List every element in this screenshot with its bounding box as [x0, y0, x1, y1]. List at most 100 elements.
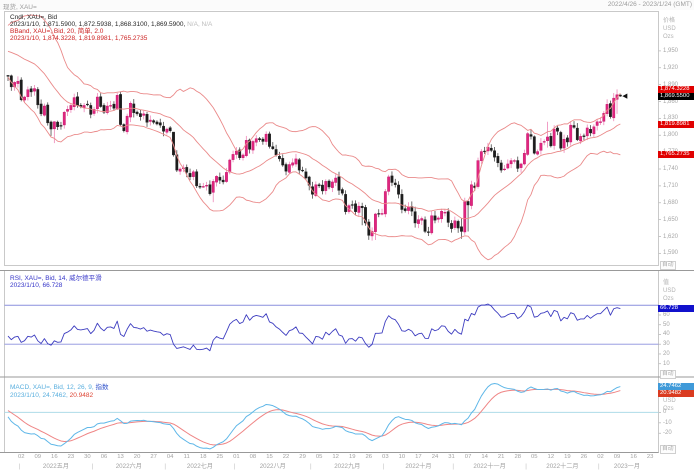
candle-down-body	[493, 150, 496, 158]
rsi-axis-title-0: 值	[663, 280, 670, 286]
macd-signal-value-box[interactable]: 20.9482	[658, 390, 694, 398]
macd-axis-autoscale-button[interactable]: 自动	[659, 445, 677, 454]
candle-down-body	[86, 103, 89, 106]
bband-middle-value-box[interactable]: 1,819.8981	[658, 120, 694, 128]
candle-up-body	[211, 181, 215, 193]
candle-up-body	[370, 231, 374, 237]
rsi-value-box[interactable]: 66.728	[658, 305, 694, 313]
x-axis-month-label: 2022六月	[115, 462, 142, 470]
x-axis-day-label: 09	[613, 454, 621, 461]
candle-up-body	[241, 154, 245, 158]
candle-down-body	[198, 186, 202, 188]
candle-down-body	[218, 176, 222, 181]
rsi-axis-tick-label: 50	[663, 321, 670, 328]
rsi-line	[7, 303, 621, 352]
candle-up-body	[291, 162, 295, 166]
candle-up-body	[129, 102, 132, 118]
legend-candle-title[interactable]: Cndl, XAU=, Bid	[10, 13, 58, 21]
x-axis-day-label: 14	[481, 454, 488, 461]
candle-up-body	[16, 81, 20, 84]
candle-down-body	[119, 94, 122, 125]
bband-lower-line	[7, 76, 621, 261]
legend-bband-values: 2023/1/10, 1,874.3228, 1,819.8981, 1,765…	[10, 34, 148, 42]
legend-macd-signal-value: 20.9482	[69, 391, 94, 399]
candle-up-body	[542, 141, 546, 143]
bband-upper-line	[7, 14, 621, 202]
legend-macd-type-link[interactable]: 指数	[95, 384, 109, 391]
candle-up-body	[453, 220, 457, 228]
x-axis-day-label: 26	[365, 454, 373, 461]
candle-up-body	[125, 115, 129, 133]
candle-down-body	[483, 150, 487, 153]
candle-down-body	[112, 103, 116, 109]
rsi-axis-autoscale-button[interactable]: 自动	[659, 370, 677, 380]
candle-up-body	[522, 153, 526, 165]
candle-down-body	[168, 127, 172, 131]
candle-up-body	[509, 160, 513, 165]
legend-rsi-title[interactable]: RSI, XAU=, Bid, 14, 威尔德平滑	[10, 274, 102, 282]
x-axis-day-label: 13	[117, 454, 124, 461]
price-axis-tick-label: 1,920	[663, 64, 679, 71]
x-axis-day-label: 07	[464, 454, 472, 461]
price-axis-tick-label: 1,860	[663, 98, 679, 105]
legend-bband-title[interactable]: BBand, XAU=, Bid, 20, 简单, 2.0	[10, 27, 104, 35]
candle-down-body	[284, 164, 288, 172]
candle-up-body	[115, 95, 119, 110]
candle-up-body	[407, 206, 410, 211]
candle-up-body	[178, 168, 182, 172]
candle-up-body	[592, 126, 596, 135]
x-axis-month-separator: |	[18, 462, 21, 470]
candle-up-body	[314, 184, 318, 196]
macd-value-box[interactable]: 24.7462	[658, 383, 694, 391]
candle-up-body	[585, 127, 589, 137]
candle-down-body	[572, 125, 576, 128]
candle-down-body	[529, 134, 533, 137]
candle-down-body	[377, 213, 381, 215]
candle-down-body	[39, 103, 43, 115]
candle-down-body	[433, 215, 437, 221]
x-axis-day-label: 19	[348, 454, 356, 461]
last-price-value-box[interactable]: 1,869.5500	[658, 92, 694, 100]
candle-up-body	[552, 128, 556, 146]
bband-upper-value-box[interactable]: 1,874.3228	[658, 85, 694, 93]
date-range: 2022/4/26 - 2023/1/24 (GMT)	[607, 1, 692, 8]
candle-up-body	[205, 185, 208, 187]
rsi-axis-title-1: USD	[663, 288, 676, 294]
x-axis-month-separator: |	[310, 462, 312, 470]
candle-down-body	[158, 122, 162, 126]
rsi-axis-title-2: Ozs	[663, 296, 674, 302]
candle-up-body	[234, 150, 238, 155]
candle-down-body	[185, 167, 189, 173]
candle-down-body	[135, 111, 139, 115]
candle-up-body	[62, 111, 66, 126]
candle-down-body	[261, 138, 265, 142]
candle-down-body	[317, 184, 321, 187]
candle-up-body	[228, 159, 232, 173]
candle-up-body	[287, 164, 291, 173]
x-axis-month-separator: |	[233, 462, 236, 470]
candle-up-body	[201, 186, 205, 188]
price-axis-tick-label: 1,740	[663, 166, 679, 172]
x-axis-day-label: 10	[398, 454, 406, 461]
x-axis-day-label: 21	[497, 454, 505, 461]
candle-down-body	[188, 173, 192, 178]
candle-down-body	[221, 179, 225, 183]
rsi-axis-tick-label: 30	[663, 341, 670, 348]
bband-lower-value-box[interactable]: 1,765.2735	[658, 151, 694, 159]
title-bar: 现货, XAU= 2022/4/26 - 2023/1/24 (GMT)	[0, 0, 694, 11]
candle-down-body	[6, 75, 10, 77]
macd-axis-title-1: Ozs	[663, 405, 674, 412]
x-axis-day-label: 02	[597, 454, 604, 461]
candle-down-body	[122, 124, 126, 131]
candle-down-body	[390, 175, 394, 183]
candle-down-body	[36, 89, 40, 106]
price-axis-title-1: USD	[663, 25, 676, 32]
candle-up-body	[357, 205, 361, 213]
x-axis-month-label: 2022十一月	[473, 462, 506, 470]
macd-axis-tick-label: 0	[663, 409, 667, 416]
candle-down-body	[278, 156, 281, 160]
price-axis-autoscale-button[interactable]: 自动	[659, 260, 677, 270]
legend-macd-title[interactable]: MACD, XAU=, Bid, 12, 26, 9, 指数	[10, 384, 108, 391]
candle-down-body	[609, 103, 612, 117]
